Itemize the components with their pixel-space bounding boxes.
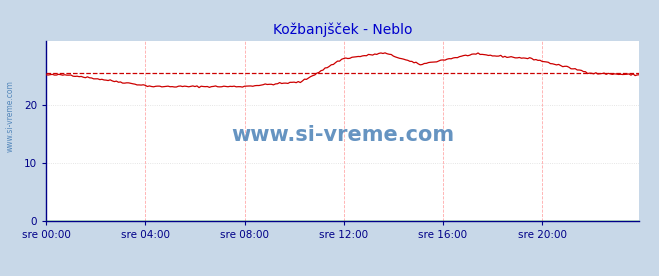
Title: Kožbanjšček - Neblo: Kožbanjšček - Neblo xyxy=(273,23,413,38)
Text: www.si-vreme.com: www.si-vreme.com xyxy=(231,125,454,145)
Text: www.si-vreme.com: www.si-vreme.com xyxy=(5,80,14,152)
